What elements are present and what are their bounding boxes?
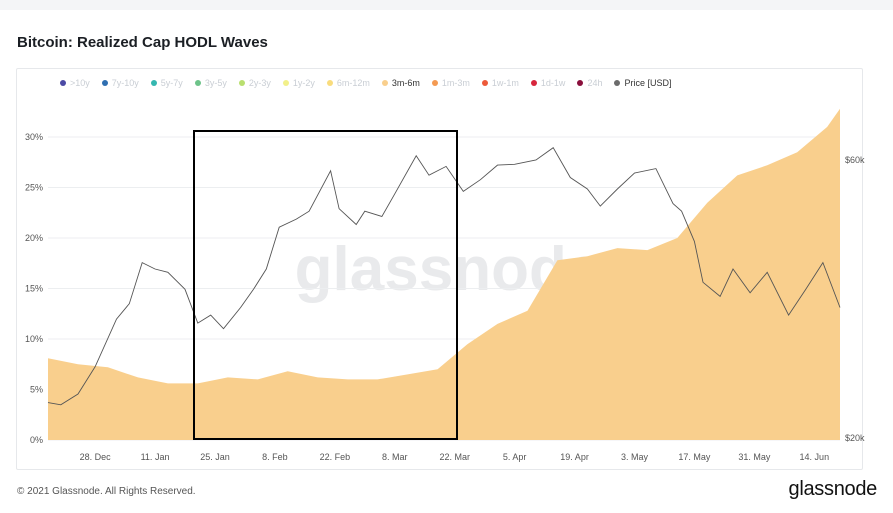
legend-item[interactable]: 3y-5y bbox=[194, 78, 227, 88]
legend-item[interactable]: 3m-6m bbox=[381, 78, 420, 88]
legend-item[interactable]: Price [USD] bbox=[614, 78, 671, 88]
legend-item[interactable]: 1y-2y bbox=[282, 78, 315, 88]
legend-swatch bbox=[614, 80, 621, 86]
legend-swatch bbox=[194, 80, 201, 86]
brand-logo: glassnode bbox=[788, 478, 878, 500]
legend-swatch bbox=[326, 80, 333, 86]
legend-swatch bbox=[431, 80, 438, 86]
legend-label: 3m-6m bbox=[391, 78, 420, 88]
copyright-footer: © 2021 Glassnode. All Rights Reserved. bbox=[17, 486, 196, 497]
legend-item[interactable]: 2y-3y bbox=[238, 78, 271, 88]
legend-swatch bbox=[60, 80, 66, 86]
chart-title: Bitcoin: Realized Cap HODL Waves bbox=[17, 34, 268, 51]
legend-swatch bbox=[282, 80, 289, 86]
legend-item[interactable]: >10y bbox=[60, 78, 90, 88]
chart-frame bbox=[16, 68, 863, 470]
legend-label: Price [USD] bbox=[624, 78, 672, 88]
legend-swatch bbox=[238, 80, 245, 86]
legend-label: 5y-7y bbox=[160, 78, 183, 88]
legend-swatch bbox=[150, 80, 157, 86]
legend-label: 24h bbox=[587, 78, 603, 88]
legend-label: 1m-3m bbox=[441, 78, 470, 88]
legend-label: 1y-2y bbox=[292, 78, 315, 88]
legend-label: >10y bbox=[70, 78, 90, 88]
legend-swatch bbox=[381, 80, 388, 86]
legend-item[interactable]: 1d-1w bbox=[530, 78, 566, 88]
legend-label: 2y-3y bbox=[248, 78, 271, 88]
legend-item[interactable]: 7y-10y bbox=[101, 78, 139, 88]
legend-item[interactable]: 5y-7y bbox=[150, 78, 183, 88]
legend-swatch bbox=[101, 80, 108, 86]
legend-swatch bbox=[577, 80, 584, 86]
legend-item[interactable]: 24h bbox=[577, 78, 602, 88]
legend-item[interactable]: 1m-3m bbox=[431, 78, 470, 88]
top-bar bbox=[0, 0, 893, 10]
legend-label: 3y-5y bbox=[204, 78, 227, 88]
legend-label: 1w-1m bbox=[491, 78, 519, 88]
legend-label: 6m-12m bbox=[336, 78, 370, 88]
legend-label: 7y-10y bbox=[111, 78, 139, 88]
legend-item[interactable]: 1w-1m bbox=[481, 78, 519, 88]
legend-swatch bbox=[481, 80, 488, 86]
legend-swatch bbox=[530, 80, 537, 86]
legend-item[interactable]: 6m-12m bbox=[326, 78, 370, 88]
chart-legend: >10y 7y-10y 5y-7y 3y-5y 2y-3y 1y-2y 6m-12m 3m-6… bbox=[60, 78, 683, 88]
legend-label: 1d-1w bbox=[540, 78, 566, 88]
